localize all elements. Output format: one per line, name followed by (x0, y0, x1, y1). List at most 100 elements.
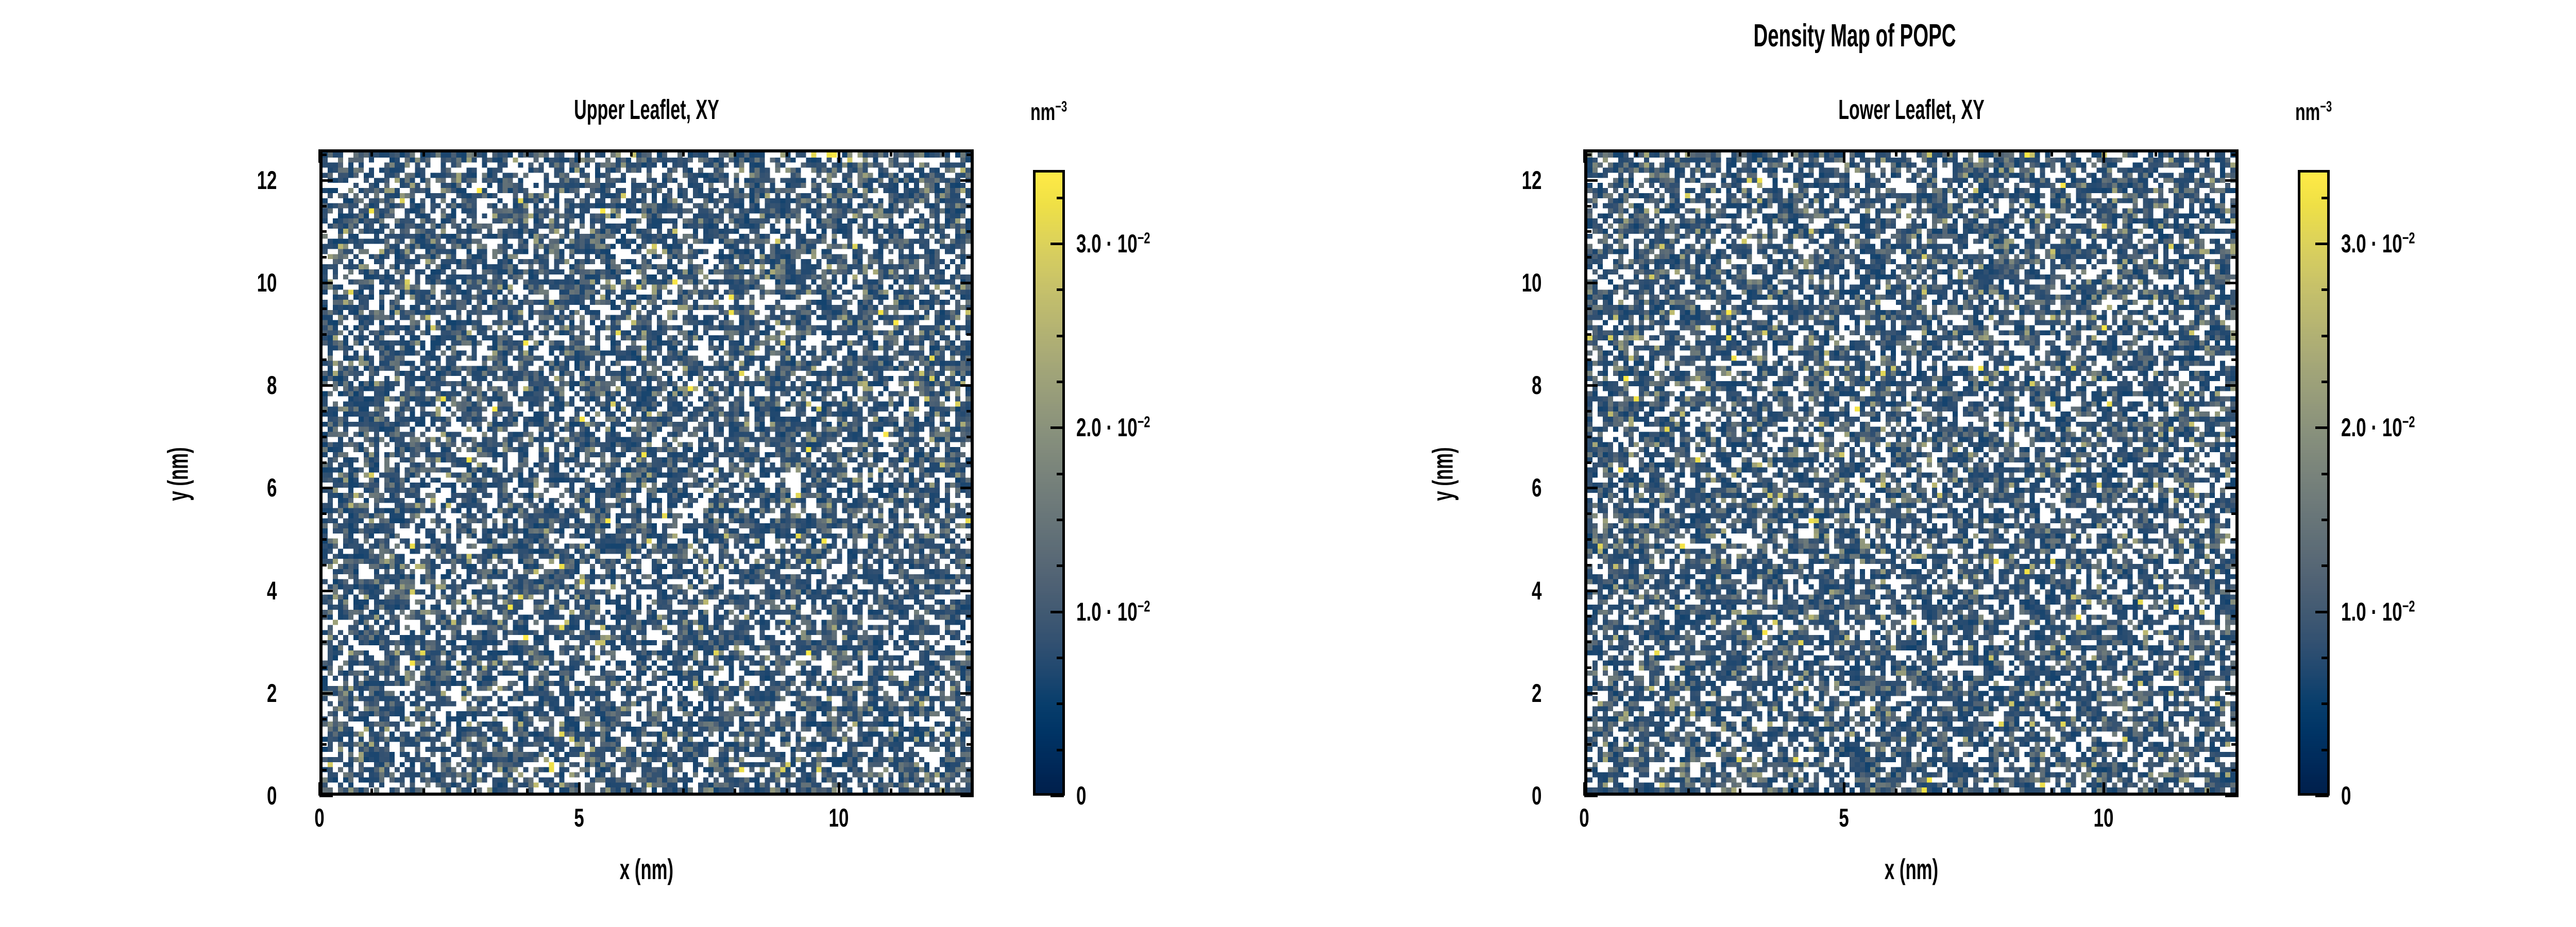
x-tick-label: 0 (314, 803, 325, 832)
y-minor-tick (319, 512, 327, 516)
y-minor-tick-right (2231, 230, 2239, 233)
y-major-tick-right (2225, 795, 2239, 797)
colorbar-minor-tick (1057, 564, 1064, 568)
y-minor-tick (1584, 358, 1591, 362)
colorbar-minor-tick (2321, 656, 2329, 659)
y-minor-tick-right (2231, 743, 2239, 746)
colorbar-major-tick (1050, 610, 1064, 613)
y-minor-tick (1584, 409, 1591, 413)
y-major-tick-right (2225, 384, 2239, 387)
y-tick-label: 8 (267, 371, 277, 400)
y-major-tick-right (960, 692, 974, 695)
y-minor-tick-right (967, 256, 974, 259)
plot-area (319, 149, 974, 796)
x-minor-tick-top (1894, 149, 1897, 157)
y-tick-label: 6 (267, 473, 277, 503)
panel-title: Upper Leaflet, XY (574, 94, 719, 125)
y-minor-tick (319, 769, 327, 772)
y-minor-tick-right (967, 717, 974, 720)
y-minor-tick-right (2231, 307, 2239, 310)
y-major-tick-right (2225, 281, 2239, 284)
x-minor-tick-top (2206, 149, 2209, 157)
y-minor-tick-right (967, 230, 974, 233)
y-minor-tick-right (967, 563, 974, 566)
y-major-tick-right (960, 487, 974, 490)
y-minor-tick-right (967, 641, 974, 644)
y-minor-tick (1584, 717, 1591, 720)
x-minor-tick-top (734, 149, 737, 157)
y-minor-tick (319, 435, 327, 438)
y-axis-label: y (nm) (161, 447, 194, 501)
colorbar-major-tick (2315, 610, 2329, 613)
y-tick-label: 0 (267, 781, 277, 810)
y-minor-tick (319, 153, 327, 156)
colorbar-major-tick (2315, 242, 2329, 245)
y-major-tick (319, 589, 333, 592)
x-major-tick-top (318, 149, 321, 163)
y-tick-label: 10 (257, 268, 277, 297)
x-major-tick-top (1842, 149, 1845, 163)
y-minor-tick-right (967, 538, 974, 541)
y-major-tick (319, 795, 333, 797)
x-minor-tick (1946, 788, 1950, 796)
y-minor-tick-right (2231, 666, 2239, 669)
y-minor-tick (1584, 333, 1591, 336)
y-axis-label: y (nm) (1426, 447, 1459, 501)
y-major-tick-right (2225, 487, 2239, 490)
y-major-tick-right (2225, 692, 2239, 695)
colorbar-tick-label: 3.0 · 10−2 (2341, 229, 2415, 258)
colorbar-minor-tick (2321, 380, 2329, 383)
x-minor-tick (941, 788, 944, 796)
x-minor-tick (734, 788, 737, 796)
colorbar-minor-tick (2321, 702, 2329, 706)
y-major-tick (1584, 384, 1598, 387)
y-tick-label: 6 (1532, 473, 1542, 503)
y-minor-tick (319, 615, 327, 618)
y-minor-tick-right (967, 358, 974, 362)
y-minor-tick-right (2231, 563, 2239, 566)
y-minor-tick (1584, 666, 1591, 669)
x-minor-tick-top (1998, 149, 2002, 157)
y-tick-label: 2 (267, 678, 277, 708)
colorbar-tick-label: 2.0 · 10−2 (1076, 413, 1150, 442)
y-minor-tick (1584, 538, 1591, 541)
colorbar-tick-label: 1.0 · 10−2 (2341, 596, 2415, 626)
x-minor-tick (889, 788, 892, 796)
x-major-tick-top (1583, 149, 1586, 163)
x-minor-tick (2050, 788, 2054, 796)
x-major-tick-top (578, 149, 581, 163)
y-major-tick-right (960, 179, 974, 182)
plot-area (1584, 149, 2239, 796)
y-minor-tick (319, 256, 327, 259)
y-minor-tick (1584, 769, 1591, 772)
x-minor-tick (2206, 788, 2209, 796)
colorbar-tick-label: 2.0 · 10−2 (2341, 413, 2415, 442)
y-tick-label: 0 (1532, 781, 1542, 810)
colorbar-minor-tick (2321, 472, 2329, 475)
x-minor-tick-top (526, 149, 529, 157)
x-minor-tick-top (422, 149, 425, 157)
x-tick-label: 10 (2093, 803, 2114, 832)
y-tick-label: 12 (257, 165, 277, 195)
y-minor-tick-right (967, 435, 974, 438)
y-tick-label: 2 (1532, 678, 1542, 708)
y-minor-tick (319, 717, 327, 720)
x-minor-tick (1894, 788, 1897, 796)
y-minor-tick (319, 641, 327, 644)
y-minor-tick-right (967, 743, 974, 746)
y-major-tick (1584, 692, 1598, 695)
y-major-tick (319, 487, 333, 490)
y-major-tick (1584, 589, 1598, 592)
x-minor-tick-top (2050, 149, 2054, 157)
colorbar-gradient (2300, 173, 2327, 793)
y-minor-tick-right (2231, 358, 2239, 362)
x-tick-label: 5 (1839, 803, 1849, 832)
x-minor-tick (1998, 788, 2002, 796)
y-major-tick-right (2225, 589, 2239, 592)
x-minor-tick (1635, 788, 1638, 796)
colorbar-minor-tick (1057, 196, 1064, 199)
y-minor-tick (319, 461, 327, 464)
x-minor-tick-top (1946, 149, 1950, 157)
y-minor-tick (1584, 512, 1591, 516)
